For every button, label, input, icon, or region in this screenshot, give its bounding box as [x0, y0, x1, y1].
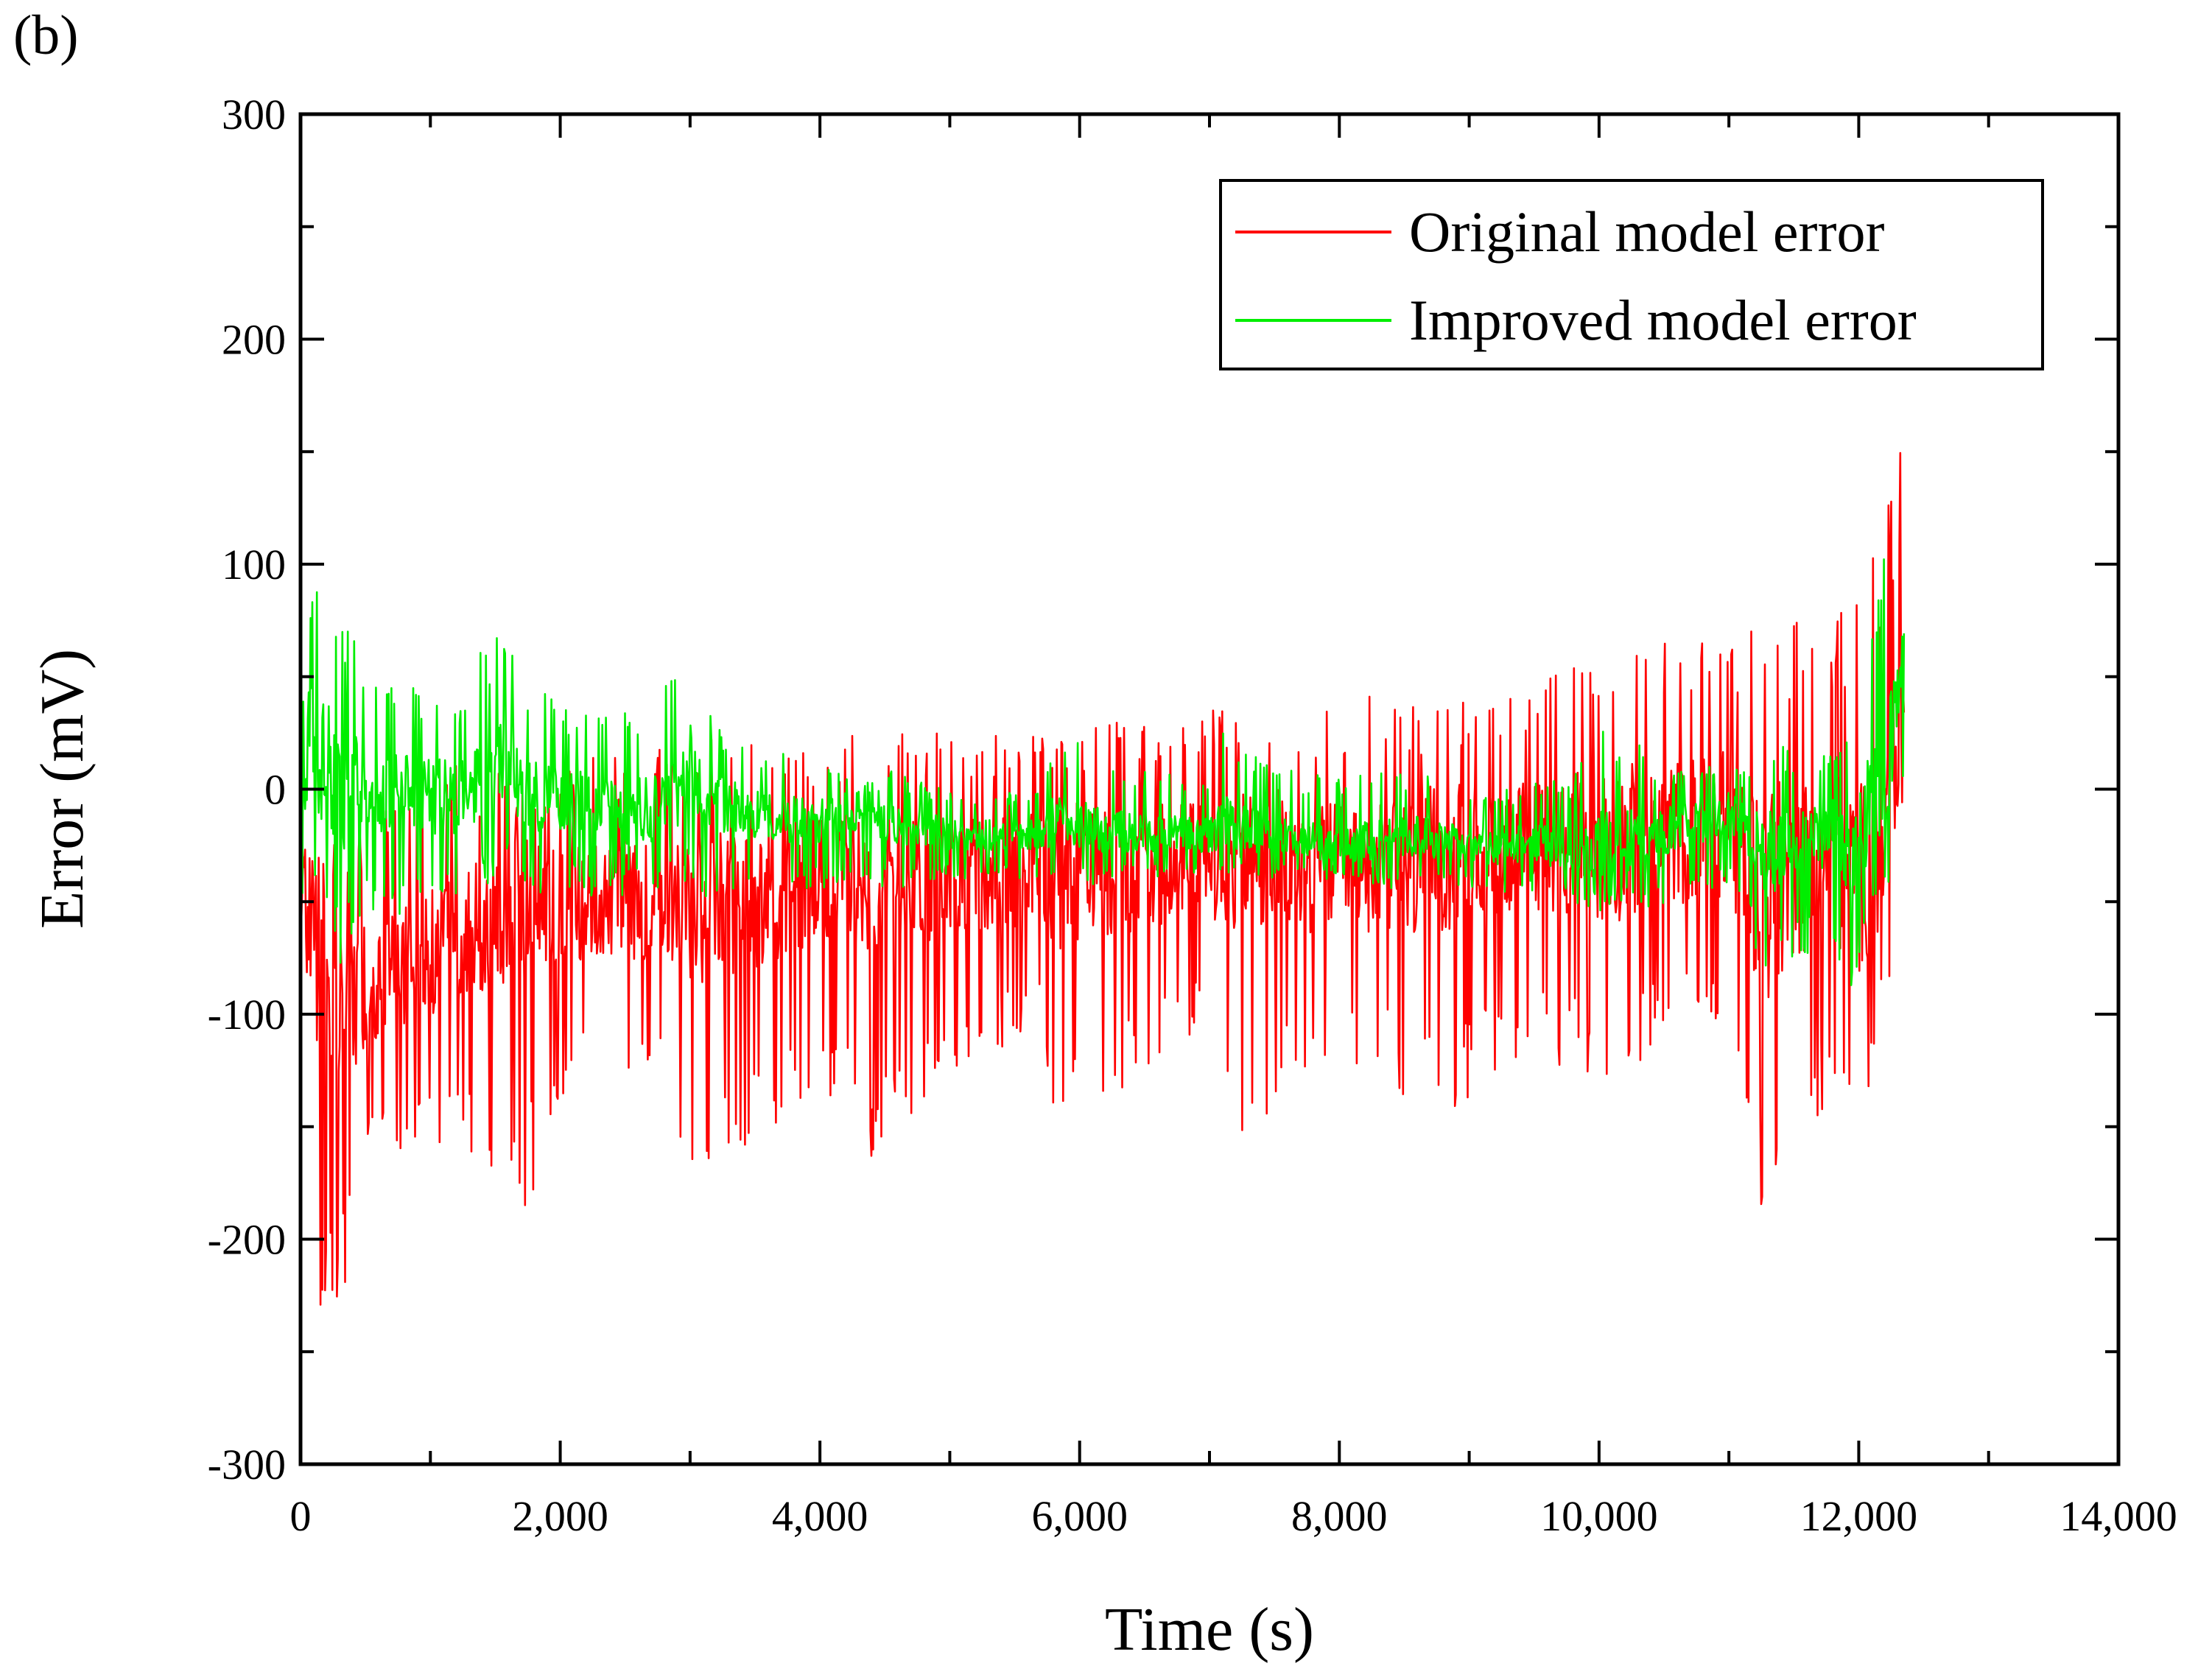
y-tick-label: -100 — [208, 991, 286, 1038]
y-tick-label: -200 — [208, 1216, 286, 1264]
y-tick-label: -300 — [208, 1441, 286, 1489]
panel-label: (b) — [13, 4, 79, 66]
y-tick-label: 0 — [264, 766, 286, 814]
series-line-improved — [301, 558, 1906, 986]
y-tick-label: 300 — [222, 91, 286, 138]
y-axis-label: Error (mV) — [28, 649, 96, 929]
y-tick-label: 200 — [222, 316, 286, 364]
x-tick-label: 2,000 — [512, 1492, 608, 1540]
y-tick-label: 100 — [222, 541, 286, 588]
x-tick-label: 0 — [290, 1492, 312, 1540]
x-tick-label: 12,000 — [1800, 1492, 1918, 1540]
x-tick-label: 4,000 — [772, 1492, 868, 1540]
legend-box — [1219, 179, 2044, 370]
x-tick-label: 8,000 — [1291, 1492, 1388, 1540]
x-axis-label: Time (s) — [1105, 1595, 1314, 1664]
legend: Original model error Improved model erro… — [1219, 179, 2044, 370]
x-tick-label: 10,000 — [1540, 1492, 1658, 1540]
legend-label-original: Original model error — [1409, 200, 1884, 264]
legend-label-improved: Improved model error — [1409, 288, 1917, 352]
x-tick-label: 6,000 — [1031, 1492, 1128, 1540]
x-tick-label: 14,000 — [2060, 1492, 2177, 1540]
